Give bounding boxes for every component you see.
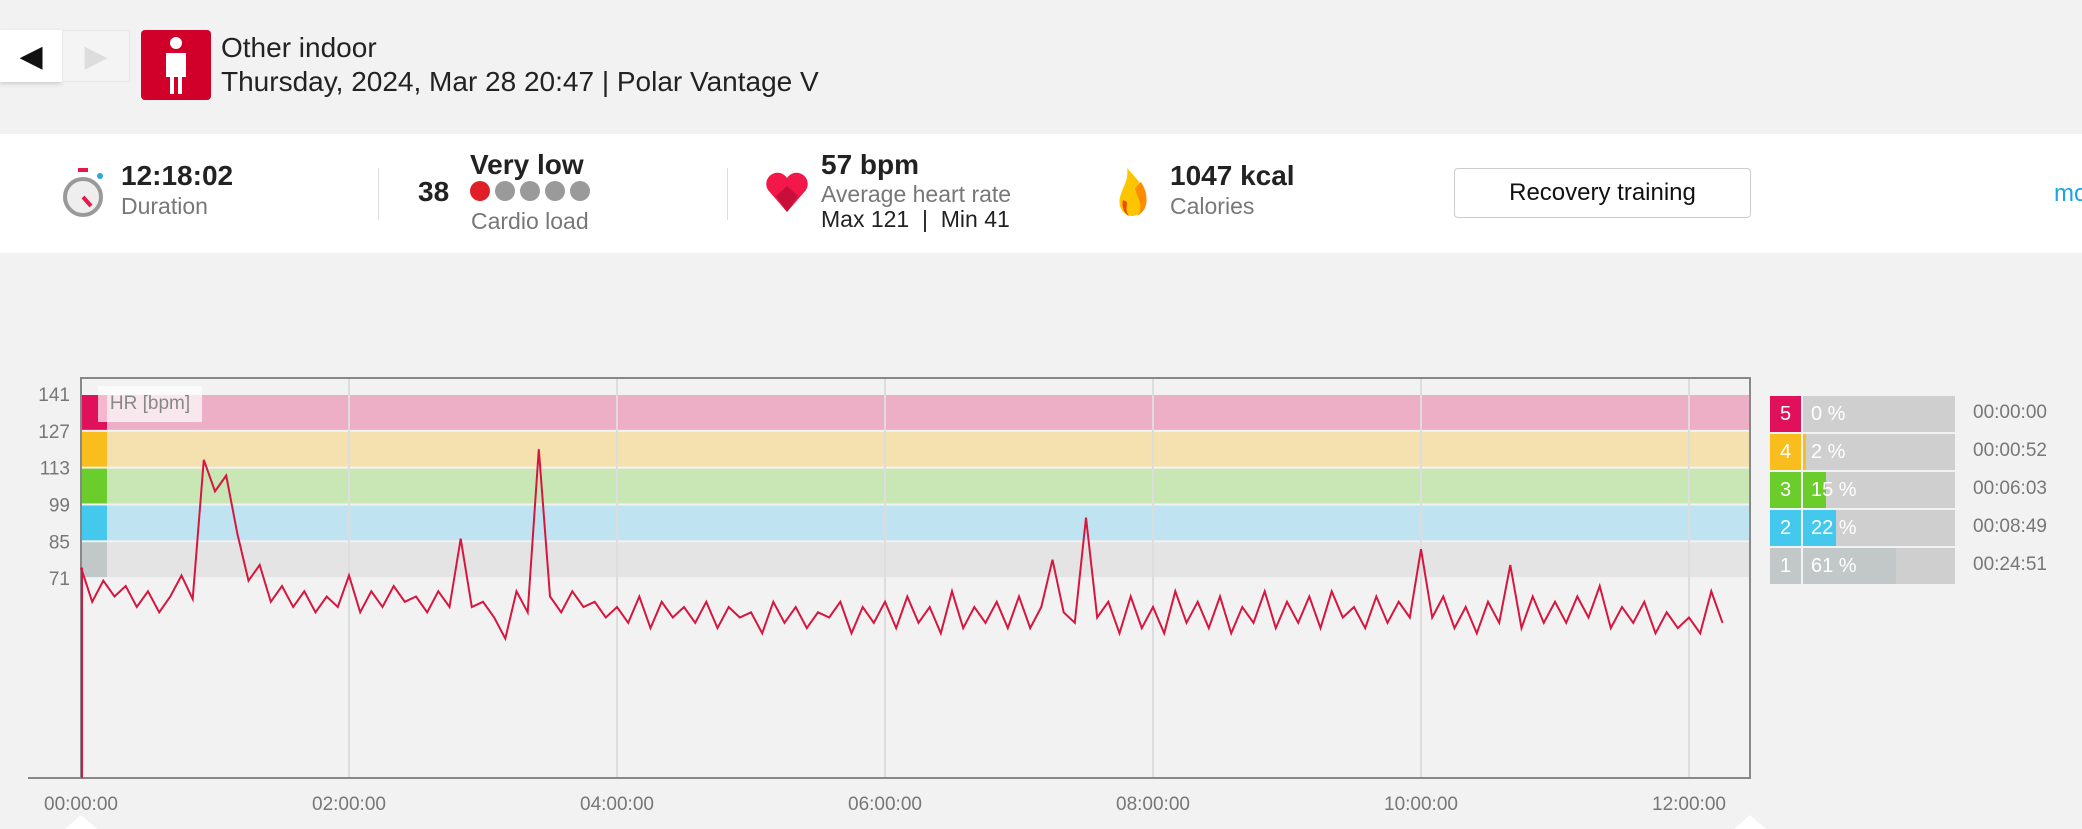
zone-bar: 15 %	[1803, 472, 1955, 508]
range-handle-left	[65, 815, 97, 829]
cardio-load-level: Very low	[470, 149, 584, 180]
duration-label: Duration	[121, 193, 208, 219]
heart-icon	[764, 170, 810, 219]
y-axis-label: HR [bpm]	[98, 386, 202, 422]
dot-empty	[570, 181, 590, 201]
next-button[interactable]: ▶	[62, 30, 130, 82]
divider	[378, 168, 379, 220]
zone-number: 5	[1770, 396, 1801, 432]
zone-bar-fill	[1803, 472, 1826, 508]
forward-arrow-icon: ▶	[84, 39, 108, 73]
zone-number: 1	[1770, 548, 1801, 584]
zone-bar: 2 %	[1803, 434, 1955, 470]
zone-percent: 0 %	[1811, 403, 1846, 425]
x-tick-label: 10:00:00	[1384, 794, 1458, 815]
y-tick-label: 141	[38, 385, 70, 406]
dot-filled	[470, 181, 490, 201]
duration-value: 12:18:02	[121, 160, 234, 191]
zone-percent: 61 %	[1811, 555, 1857, 577]
x-tick-label: 08:00:00	[1116, 794, 1190, 815]
stopwatch-icon	[62, 166, 106, 225]
zone-time: 00:06:03	[1973, 478, 2047, 499]
hr-line	[80, 449, 1724, 642]
x-tick-label: 06:00:00	[848, 794, 922, 815]
zone-bar: 22 %	[1803, 510, 1955, 546]
x-tick-label: 00:00:00	[44, 794, 118, 815]
zone-row: 2 22 %	[1770, 510, 1955, 546]
zone-band-4	[82, 431, 1749, 467]
zone-time: 00:00:52	[1973, 440, 2047, 461]
zone-bar: 61 %	[1803, 548, 1955, 584]
zone-number: 3	[1770, 472, 1801, 508]
zone-band-2	[82, 505, 1749, 541]
zone-time: 00:24:51	[1973, 554, 2047, 575]
zone-percent: 2 %	[1811, 441, 1846, 463]
avg-hr-label: Average heart rate	[821, 181, 1012, 207]
zone-band-3	[82, 468, 1749, 504]
x-tick-label: 12:00:00	[1652, 794, 1726, 815]
zone-bar: 0 %	[1803, 396, 1955, 432]
calories-value: 1047 kcal	[1170, 160, 1295, 191]
previous-button[interactable]: ◀	[0, 30, 62, 82]
y-tick-label: 85	[49, 532, 70, 553]
person-sport-icon	[141, 30, 211, 100]
divider	[727, 168, 728, 220]
zone-band-1	[82, 542, 1749, 578]
summary-bar	[0, 134, 2082, 253]
zone-percent: 15 %	[1811, 479, 1857, 501]
dot-empty	[545, 181, 565, 201]
zone-row: 1 61 %	[1770, 548, 1955, 584]
range-handle-right	[1734, 815, 1766, 829]
zone-percent: 22 %	[1811, 517, 1857, 539]
more-link[interactable]: mo	[2054, 180, 2082, 207]
x-tick-label: 02:00:00	[312, 794, 386, 815]
zone-number: 2	[1770, 510, 1801, 546]
avg-hr-value: 57 bpm	[821, 149, 920, 180]
zone-stripe-4	[82, 431, 107, 467]
zone-stripe-2	[82, 505, 107, 541]
dot-empty	[520, 181, 540, 201]
zone-row: 4 2 %	[1770, 434, 1955, 470]
session-subtitle: Thursday, 2024, Mar 28 20:47 | Polar Van…	[221, 66, 819, 97]
zone-row: 5 0 %	[1770, 396, 1955, 432]
cardio-load-dots	[470, 181, 595, 206]
y-tick-label: 99	[49, 495, 70, 516]
zone-band-5	[82, 395, 1749, 430]
sport-name: Other indoor	[221, 32, 377, 63]
dot-empty	[495, 181, 515, 201]
hr-max-min: Max 121 | Min 41	[821, 206, 1010, 232]
cardio-load-label: Cardio load	[471, 208, 589, 234]
zone-number: 4	[1770, 434, 1801, 470]
zone-stripe-3	[82, 468, 107, 504]
zone-time: 00:08:49	[1973, 516, 2047, 537]
y-tick-label: 113	[40, 459, 70, 480]
zone-row: 3 15 %	[1770, 472, 1955, 508]
y-tick-label: 127	[38, 422, 70, 443]
x-tick-label: 04:00:00	[580, 794, 654, 815]
zone-stripe-1	[82, 542, 107, 578]
zone-bar-fill	[1803, 548, 1896, 584]
cardio-load-value: 38	[418, 176, 450, 207]
zone-time: 00:00:00	[1973, 402, 2047, 423]
zone-bar-fill	[1803, 510, 1837, 546]
calories-label: Calories	[1170, 193, 1255, 219]
training-benefit-button[interactable]: Recovery training	[1454, 168, 1751, 218]
zone-bar-fill	[1803, 434, 1807, 470]
y-tick-label: 71	[49, 569, 70, 590]
flame-icon	[1115, 166, 1155, 223]
back-arrow-icon: ◀	[19, 39, 43, 73]
